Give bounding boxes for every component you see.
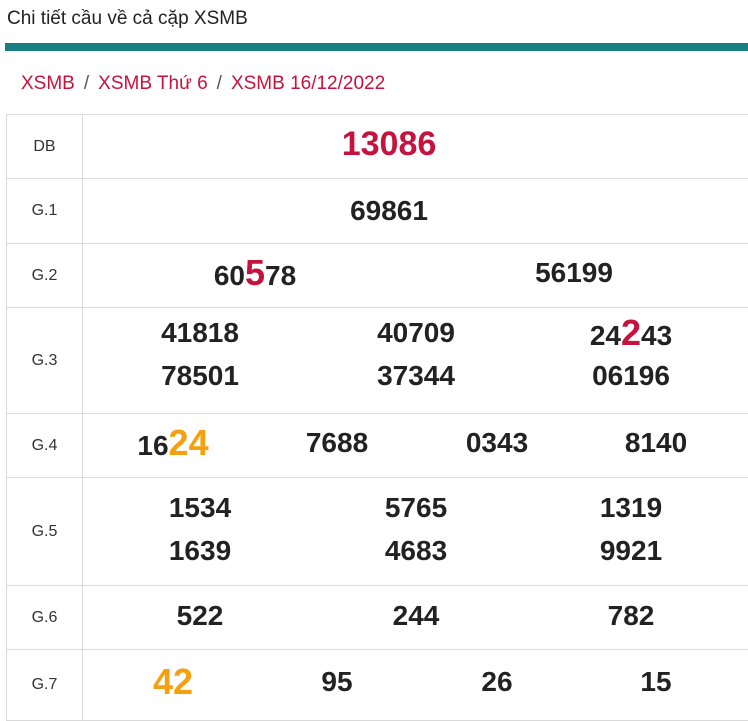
prize-number: 8140 — [625, 428, 687, 458]
number-digits: 244 — [392, 600, 440, 631]
prize-row-g3: G.3 41818 40709 24243 78501 37344 06196 — [6, 308, 748, 414]
number-digits: 522 — [176, 600, 224, 631]
number-digits: 95 — [321, 666, 353, 697]
prize-number: 0343 — [466, 428, 528, 458]
number-digits: 1319 — [599, 492, 663, 523]
prize-number: 95 — [321, 667, 352, 697]
number-digits: 7688 — [305, 427, 369, 458]
number-digits: 5 — [244, 252, 266, 293]
number-digits: 0343 — [465, 427, 529, 458]
prize-number: 9921 — [600, 536, 662, 566]
prize-number: 06196 — [592, 361, 670, 391]
prize-number: 37344 — [377, 361, 455, 391]
number-digits: 4683 — [384, 535, 448, 566]
prize-label: G.3 — [7, 308, 83, 413]
prize-number: 24243 — [589, 315, 673, 351]
breadcrumb-xsmb-date[interactable]: XSMB 16/12/2022 — [230, 73, 386, 94]
page-title: Chi tiết cầu về cả cặp XSMB — [7, 8, 248, 29]
number-digits: 43 — [641, 320, 673, 351]
prize-number: 41818 — [161, 318, 239, 348]
prize-row-g5: G.5 1534 5765 1319 1639 4683 9921 — [6, 478, 748, 586]
number-digits: 13086 — [341, 125, 437, 163]
breadcrumb-separator: / — [83, 73, 90, 94]
number-digits: 16 — [137, 430, 169, 461]
number-digits: 8140 — [624, 427, 688, 458]
prize-number: 1319 — [600, 493, 662, 523]
prize-number: 60578 — [213, 255, 297, 291]
prize-label: G.1 — [7, 179, 83, 243]
breadcrumb-xsmb[interactable]: XSMB — [21, 73, 75, 94]
prize-label: G.5 — [7, 478, 83, 585]
prize-number: 244 — [393, 601, 440, 631]
number-digits: 24 — [168, 422, 209, 463]
header-divider — [5, 43, 748, 51]
number-digits: 24 — [589, 320, 621, 351]
number-digits: 78 — [265, 260, 297, 291]
number-digits: 69861 — [350, 195, 428, 226]
number-digits: 60 — [213, 260, 245, 291]
number-digits: 2 — [620, 312, 642, 353]
prize-label: G.7 — [7, 650, 83, 720]
breadcrumb: XSMB / XSMB Thứ 6 / XSMB 16/12/2022 — [21, 73, 385, 95]
prize-number: 13086 — [342, 127, 437, 161]
breadcrumb-xsmb-thu-6[interactable]: XSMB Thứ 6 — [98, 73, 208, 94]
prize-number: 5765 — [385, 493, 447, 523]
prize-number: 56199 — [535, 258, 613, 288]
number-digits: 1534 — [168, 492, 232, 523]
prize-number: 15 — [640, 667, 671, 697]
prize-row-g2: G.2 60578 56199 — [6, 244, 748, 308]
number-digits: 78501 — [161, 360, 239, 391]
prize-number: 782 — [608, 601, 655, 631]
number-digits: 9921 — [599, 535, 663, 566]
breadcrumb-separator: / — [216, 73, 222, 94]
number-digits: 37344 — [377, 360, 455, 391]
prize-number: 69861 — [350, 196, 428, 226]
prize-number: 40709 — [377, 318, 455, 348]
prize-row-g1: G.1 69861 — [6, 179, 748, 244]
number-digits: 15 — [640, 666, 672, 697]
prize-number: 4683 — [385, 536, 447, 566]
number-digits: 1639 — [168, 535, 232, 566]
prize-number: 1639 — [169, 536, 231, 566]
prize-number: 522 — [177, 601, 224, 631]
prize-label: DB — [7, 115, 83, 178]
prize-number: 7688 — [306, 428, 368, 458]
prize-row-g7: G.7 42 95 26 15 — [6, 650, 748, 721]
prize-row-db: DB 13086 — [6, 115, 748, 179]
number-digits: 06196 — [592, 360, 670, 391]
number-digits: 56199 — [535, 257, 613, 288]
prize-label: G.4 — [7, 414, 83, 477]
prize-number: 78501 — [161, 361, 239, 391]
prize-row-g4: G.4 1624 7688 0343 8140 — [6, 414, 748, 478]
prize-label: G.2 — [7, 244, 83, 307]
prize-number: 1624 — [137, 425, 208, 461]
number-digits: 41818 — [161, 317, 239, 348]
number-digits: 42 — [152, 661, 194, 702]
prize-row-g6: G.6 522 244 782 — [6, 586, 748, 650]
prize-number: 42 — [153, 664, 193, 700]
number-digits: 782 — [607, 600, 655, 631]
prize-number: 1534 — [169, 493, 231, 523]
prize-number: 26 — [481, 667, 512, 697]
results-table: DB 13086 G.1 69861 G.2 60578 56199 G.3 41818 4070… — [6, 114, 748, 721]
number-digits: 5765 — [384, 492, 448, 523]
number-digits: 26 — [481, 666, 513, 697]
prize-label: G.6 — [7, 586, 83, 649]
number-digits: 40709 — [377, 317, 455, 348]
